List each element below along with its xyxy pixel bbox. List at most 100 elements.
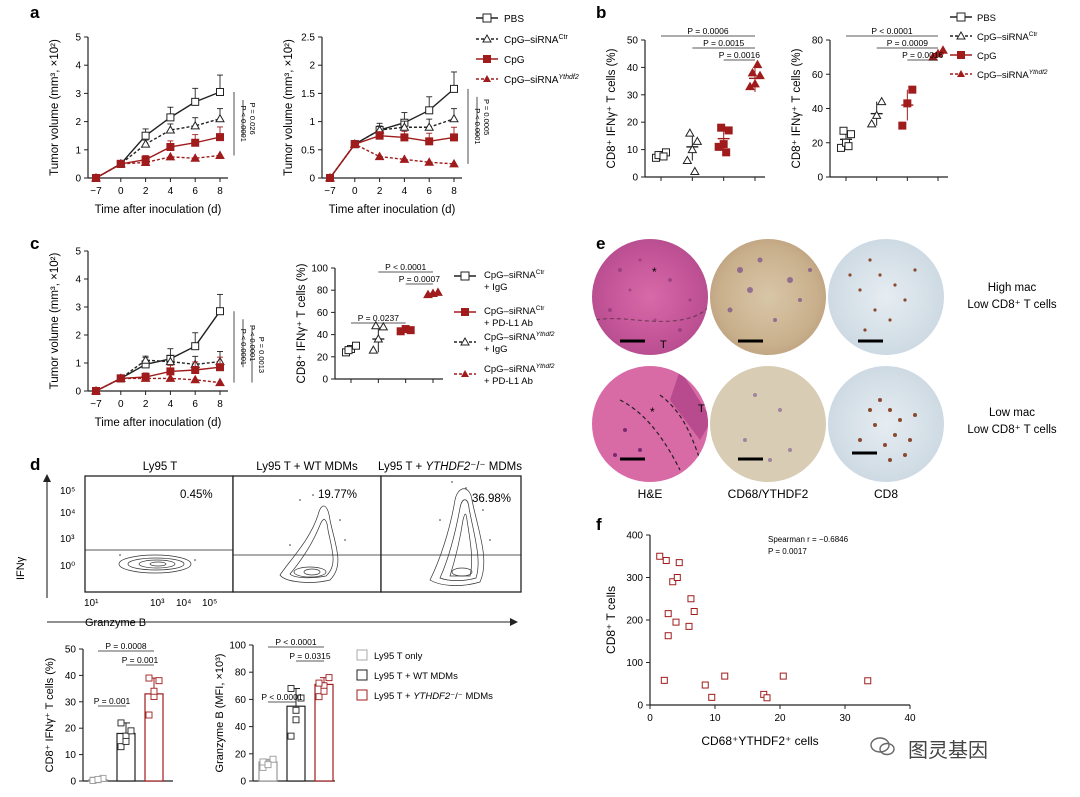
d_bar1-bar-1-point-0 — [117, 743, 125, 751]
f-ytick-label-4: 400 — [626, 531, 643, 542]
a1-series-3-point-1 — [115, 158, 126, 168]
b2-ytick-label-2: 40 — [812, 104, 824, 115]
a2-xtick-label-4: 6 — [426, 186, 432, 197]
flow-xtick-4: 10⁴ — [176, 598, 191, 609]
flow-title-1: Ly95 T — [143, 461, 178, 473]
legend-panel-a: PBS CpG–siRNACtr CpG CpG–siRNAYthdf2 — [476, 13, 579, 86]
b2-group-2-point-1 — [903, 99, 912, 108]
legend-marker-pbs — [482, 13, 492, 23]
flow-percent-3: 36.98% — [472, 493, 511, 505]
b1-group-3-point-2 — [755, 70, 765, 80]
f-xlabel: CD68⁺YTHDF2⁺ cells — [701, 734, 818, 748]
f-ytick-label-1: 100 — [626, 658, 643, 669]
legend-c-marker-2 — [461, 308, 469, 316]
d_bar1-pvalue-1: P = 0.001 — [122, 655, 159, 665]
b1-ytick-label-2: 20 — [627, 118, 639, 129]
a2-xtick-label-2: 2 — [377, 186, 383, 197]
a1-series-1-point-5 — [215, 113, 225, 123]
flow-contours-3 — [429, 488, 485, 586]
a2-series-2-point-2 — [375, 131, 384, 140]
legend-b-marker-pbs — [956, 12, 966, 22]
c1-series-3-point-4 — [190, 374, 201, 384]
he-texture-high — [595, 258, 708, 332]
a2-series-0-point-4 — [425, 106, 434, 115]
a2-pvalue-0: P < 0.0001 — [473, 108, 482, 144]
a1-series-0-line — [95, 91, 221, 179]
c2-ytick-label-3: 60 — [317, 308, 329, 319]
a1-xtick-label-2: 2 — [143, 186, 149, 197]
b1-group-0-point-4 — [659, 152, 668, 161]
c1-series-3-point-1 — [115, 373, 126, 382]
c1-xtick-label-2: 2 — [143, 399, 149, 410]
c1-pvalue-2: P = 0.0013 — [257, 337, 266, 373]
a2-xlabel: Time after inoculation (d) — [329, 204, 456, 216]
c1-xtick-label-3: 4 — [168, 399, 174, 410]
a1-series-3-point-5 — [215, 150, 225, 159]
panel-label-c: c — [30, 234, 39, 253]
b2-group-0-point-2 — [847, 130, 855, 139]
legend-c-1: CpG–siRNACtr + IgG — [484, 269, 545, 293]
c1-ytick-label-2: 2 — [75, 331, 81, 342]
b1-group-3-point-3 — [747, 67, 758, 77]
f-point-12 — [721, 672, 729, 680]
b1-group-1-point-2 — [692, 136, 703, 145]
f-ytick-label-3: 300 — [626, 573, 643, 584]
flow-title-2: Ly95 T + WT MDMs — [256, 461, 358, 473]
d_bar1-bar-1-point-3 — [117, 719, 125, 727]
a1-pvalue-0: P < 0.0001 — [239, 106, 248, 142]
a2-series-3-point-3 — [399, 154, 410, 163]
a1-ytick-label-4: 4 — [75, 61, 81, 72]
f-point-7 — [690, 608, 698, 615]
c1-pvalue-0: P < 0.0001 — [239, 329, 248, 365]
panel-label-d: d — [30, 455, 40, 474]
f-point-6 — [687, 595, 695, 603]
a2-series-1-line — [329, 118, 455, 179]
b1-pvalue-2: P = 0.0016 — [719, 50, 760, 60]
c1-ylabel: Tumor volume (mm³, ×10²) — [49, 253, 61, 390]
d_bar2-ytick-label-1: 20 — [235, 749, 247, 760]
a2-ytick-label-0: 0 — [309, 174, 315, 185]
he-texture-low — [613, 370, 708, 471]
a2-ylabel: Tumor volume (mm³, ×10²) — [283, 39, 295, 176]
d_bar1-bar-2-point-3 — [145, 674, 153, 682]
a1-series-1-point-3 — [165, 125, 176, 134]
b2-group-2-point-0 — [898, 121, 907, 130]
d_bar1-ylabel: CD8⁺ IFNγ⁺ T cells (%) — [44, 658, 56, 773]
c2-ytick-label-0: 0 — [322, 375, 328, 386]
b1-group-2-point-4 — [722, 148, 731, 157]
legend-c-marker-4 — [461, 370, 469, 377]
d_bar2-bar-1-point-2 — [297, 694, 305, 702]
legend-a-cpg: CpG — [504, 55, 525, 66]
a1-xlabel: Time after inoculation (d) — [95, 204, 222, 216]
f-point-5 — [672, 618, 680, 626]
flow-xtick-5: 10⁵ — [202, 598, 217, 609]
d_bar1-bar-2-point-4 — [150, 687, 158, 695]
d_bar1-ytick-label-5: 50 — [65, 645, 77, 656]
f-point-2 — [669, 578, 677, 586]
a1-series-1-line — [95, 118, 221, 179]
a2-series-2-line — [329, 134, 455, 179]
cd8-texture-low — [858, 398, 917, 462]
f-point-15 — [779, 672, 787, 680]
flow-xtick-3: 10³ — [150, 598, 165, 609]
f-point-14 — [763, 694, 771, 702]
d_bar2-bar-1-point-1 — [292, 706, 300, 714]
b2-ylabel: CD8⁺ IFNγ⁺ T cells (%) — [791, 48, 803, 168]
b2-group-1-point-2 — [876, 96, 887, 106]
c1-xtick-label-1: 0 — [118, 399, 124, 410]
legend-b-ctr: CpG–siRNACtr — [977, 31, 1038, 43]
c2-group-1-point-3 — [370, 320, 381, 330]
b1-group-1-point-1 — [687, 144, 698, 154]
a1-series-3-point-0 — [91, 172, 101, 182]
a1-series-2-point-5 — [216, 133, 224, 142]
b2-pvalue-0: P < 0.0001 — [871, 26, 912, 36]
b1-group-1-point-4 — [689, 166, 700, 176]
b2-group-2-point-2 — [908, 85, 917, 94]
c2-ytick-label-2: 40 — [317, 330, 329, 341]
legend-b-marker-ythdf2 — [957, 70, 965, 77]
c2-pvalue-1: P < 0.0001 — [385, 262, 426, 272]
b2-ytick-label-1: 20 — [812, 138, 824, 149]
legend-d-marker-3 — [356, 689, 368, 701]
flow-xlabel: Granzyme B — [85, 617, 146, 629]
